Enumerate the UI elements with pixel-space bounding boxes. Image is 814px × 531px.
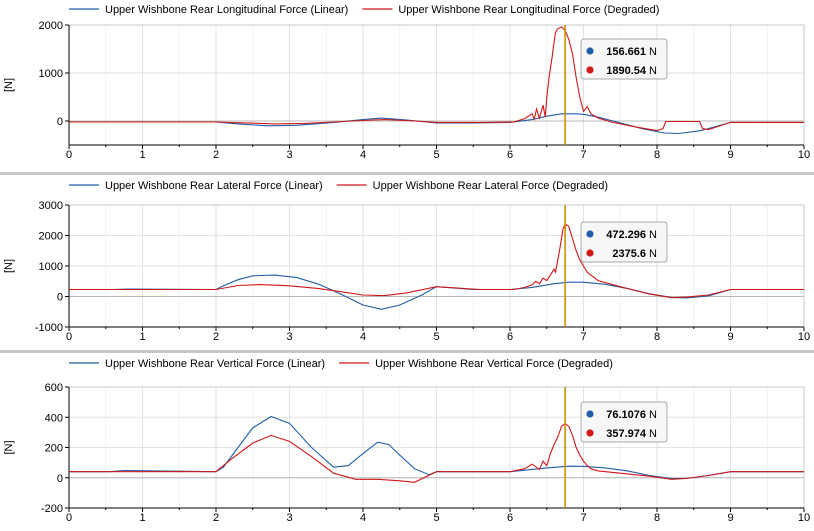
- y-tick-label: 600: [45, 382, 63, 394]
- x-tick-label: 8: [654, 512, 660, 524]
- x-tick-label: 0: [66, 331, 72, 343]
- tooltip-unit: N: [649, 65, 657, 77]
- y-tick-label: 400: [45, 412, 63, 424]
- x-tick-label: 5: [433, 331, 439, 343]
- tooltip-value: 156.661: [606, 46, 646, 58]
- panel-splitter[interactable]: [0, 172, 814, 175]
- y-tick-label: 1000: [39, 68, 63, 80]
- tooltip-unit: N: [649, 248, 657, 260]
- x-tick-label: 3: [286, 512, 292, 524]
- tooltip-box: [580, 221, 668, 263]
- x-tick-label: 10: [798, 331, 810, 343]
- series-marker-dot: [586, 230, 594, 238]
- y-tick-label: 3000: [39, 200, 63, 212]
- x-tick-label: 4: [360, 331, 366, 343]
- y-tick-label: 2000: [39, 20, 63, 32]
- chart-panel-1: Upper Wishbone Rear Longitudinal Force (…: [3, 4, 810, 161]
- y-axis-label: [N]: [3, 78, 15, 92]
- legend-entry: Upper Wishbone Rear Longitudinal Force (…: [398, 4, 659, 16]
- tooltip-unit: N: [649, 229, 657, 241]
- series-marker-dot: [586, 429, 594, 437]
- legend-entry: Upper Wishbone Rear Lateral Force (Linea…: [105, 180, 323, 192]
- series-marker-dot: [586, 410, 594, 418]
- x-tick-label: 0: [66, 512, 72, 524]
- chart-panel-3: Upper Wishbone Rear Vertical Force (Line…: [3, 358, 810, 524]
- x-tick-label: 9: [727, 331, 733, 343]
- x-tick-label: 3: [286, 331, 292, 343]
- y-axis-label: [N]: [3, 440, 15, 454]
- tooltip-unit: N: [649, 409, 657, 421]
- x-tick-label: 10: [798, 512, 810, 524]
- x-tick-label: 8: [654, 331, 660, 343]
- y-tick-label: -1000: [35, 322, 63, 334]
- x-tick-label: 10: [798, 149, 810, 161]
- y-axis-label: [N]: [3, 259, 15, 273]
- x-tick-label: 5: [433, 149, 439, 161]
- y-tick-label: 1000: [39, 261, 63, 273]
- x-tick-label: 4: [360, 512, 366, 524]
- x-tick-label: 0: [66, 149, 72, 161]
- tooltip-unit: N: [649, 428, 657, 440]
- tooltip-value: 472.296: [606, 229, 646, 241]
- x-tick-label: 9: [727, 512, 733, 524]
- legend-entry: Upper Wishbone Rear Vertical Force (Degr…: [375, 358, 613, 370]
- x-tick-label: 9: [727, 149, 733, 161]
- x-tick-label: 4: [360, 149, 366, 161]
- y-tick-label: 0: [57, 292, 63, 304]
- tooltip-value: 2375.6: [612, 248, 646, 260]
- series-line-linear: [69, 113, 804, 135]
- tooltip-value: 1890.54: [606, 65, 647, 77]
- series-line-linear: [69, 415, 804, 480]
- legend-entry: Upper Wishbone Rear Longitudinal Force (…: [105, 4, 348, 16]
- legend-entry: Upper Wishbone Rear Lateral Force (Degra…: [373, 180, 608, 192]
- x-tick-label: 8: [654, 149, 660, 161]
- x-tick-label: 1: [139, 512, 145, 524]
- chart-panel-2: Upper Wishbone Rear Lateral Force (Linea…: [3, 180, 810, 343]
- series-marker-dot: [586, 47, 594, 55]
- x-tick-label: 1: [139, 149, 145, 161]
- panel-splitter[interactable]: [0, 350, 814, 353]
- x-tick-label: 1: [139, 331, 145, 343]
- tooltip-value: 357.974: [606, 428, 647, 440]
- y-tick-label: 200: [45, 443, 63, 455]
- series-line-degraded: [69, 223, 804, 299]
- y-tick-label: 2000: [39, 231, 63, 243]
- x-tick-label: 2: [213, 149, 219, 161]
- series-line-degraded: [69, 422, 804, 483]
- x-tick-label: 6: [507, 149, 513, 161]
- x-tick-label: 3: [286, 149, 292, 161]
- x-tick-label: 6: [507, 512, 513, 524]
- x-tick-label: 2: [213, 331, 219, 343]
- tooltip-value: 76.1076: [606, 409, 646, 421]
- y-tick-label: -200: [41, 503, 63, 515]
- x-tick-label: 6: [507, 331, 513, 343]
- x-tick-label: 2: [213, 512, 219, 524]
- y-tick-label: 0: [57, 473, 63, 485]
- series-marker-dot: [586, 249, 594, 257]
- series-line-degraded: [69, 26, 804, 132]
- tooltip-unit: N: [649, 46, 657, 58]
- tooltip-box: [580, 401, 668, 443]
- x-tick-label: 7: [580, 331, 586, 343]
- series-marker-dot: [586, 66, 594, 74]
- tooltip-box: [580, 38, 668, 80]
- y-tick-label: 0: [57, 116, 63, 128]
- x-tick-label: 7: [580, 512, 586, 524]
- legend-entry: Upper Wishbone Rear Vertical Force (Line…: [105, 358, 325, 370]
- x-tick-label: 5: [433, 512, 439, 524]
- x-tick-label: 7: [580, 149, 586, 161]
